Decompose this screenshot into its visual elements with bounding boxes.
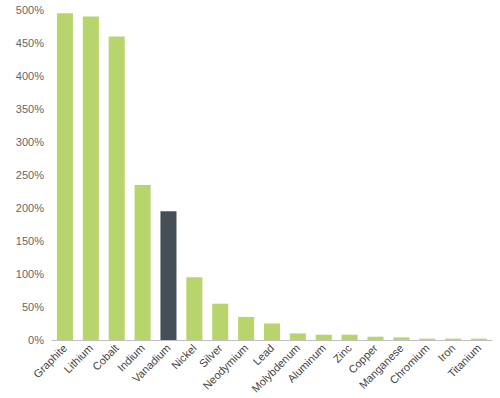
svg-text:100%: 100% xyxy=(16,268,44,280)
svg-text:Aluminum: Aluminum xyxy=(285,342,328,385)
svg-text:Iron: Iron xyxy=(436,342,458,364)
svg-text:500%: 500% xyxy=(16,4,44,16)
svg-text:Lead: Lead xyxy=(250,341,277,368)
svg-text:450%: 450% xyxy=(16,37,44,49)
svg-text:Copper: Copper xyxy=(345,341,380,376)
svg-text:50%: 50% xyxy=(22,301,44,313)
svg-text:Molybdenum: Molybdenum xyxy=(249,341,303,395)
svg-text:Neodymium: Neodymium xyxy=(200,342,250,392)
svg-text:0%: 0% xyxy=(28,334,44,346)
svg-text:Lithium: Lithium xyxy=(62,342,96,376)
svg-text:400%: 400% xyxy=(16,70,44,82)
svg-text:Zinc: Zinc xyxy=(330,341,354,365)
svg-text:Graphite: Graphite xyxy=(31,342,69,380)
svg-text:350%: 350% xyxy=(16,103,44,115)
svg-text:250%: 250% xyxy=(16,169,44,181)
svg-text:150%: 150% xyxy=(16,235,44,247)
svg-text:Titanium: Titanium xyxy=(445,342,483,380)
svg-text:Nickel: Nickel xyxy=(169,342,199,372)
svg-text:300%: 300% xyxy=(16,136,44,148)
svg-text:Vanadium: Vanadium xyxy=(130,342,173,385)
svg-text:200%: 200% xyxy=(16,202,44,214)
svg-text:Chromium: Chromium xyxy=(387,342,431,386)
svg-text:Silver: Silver xyxy=(196,341,225,370)
svg-text:Cobalt: Cobalt xyxy=(90,342,121,373)
svg-text:Manganese: Manganese xyxy=(356,341,406,391)
svg-text:Indium: Indium xyxy=(115,341,147,374)
